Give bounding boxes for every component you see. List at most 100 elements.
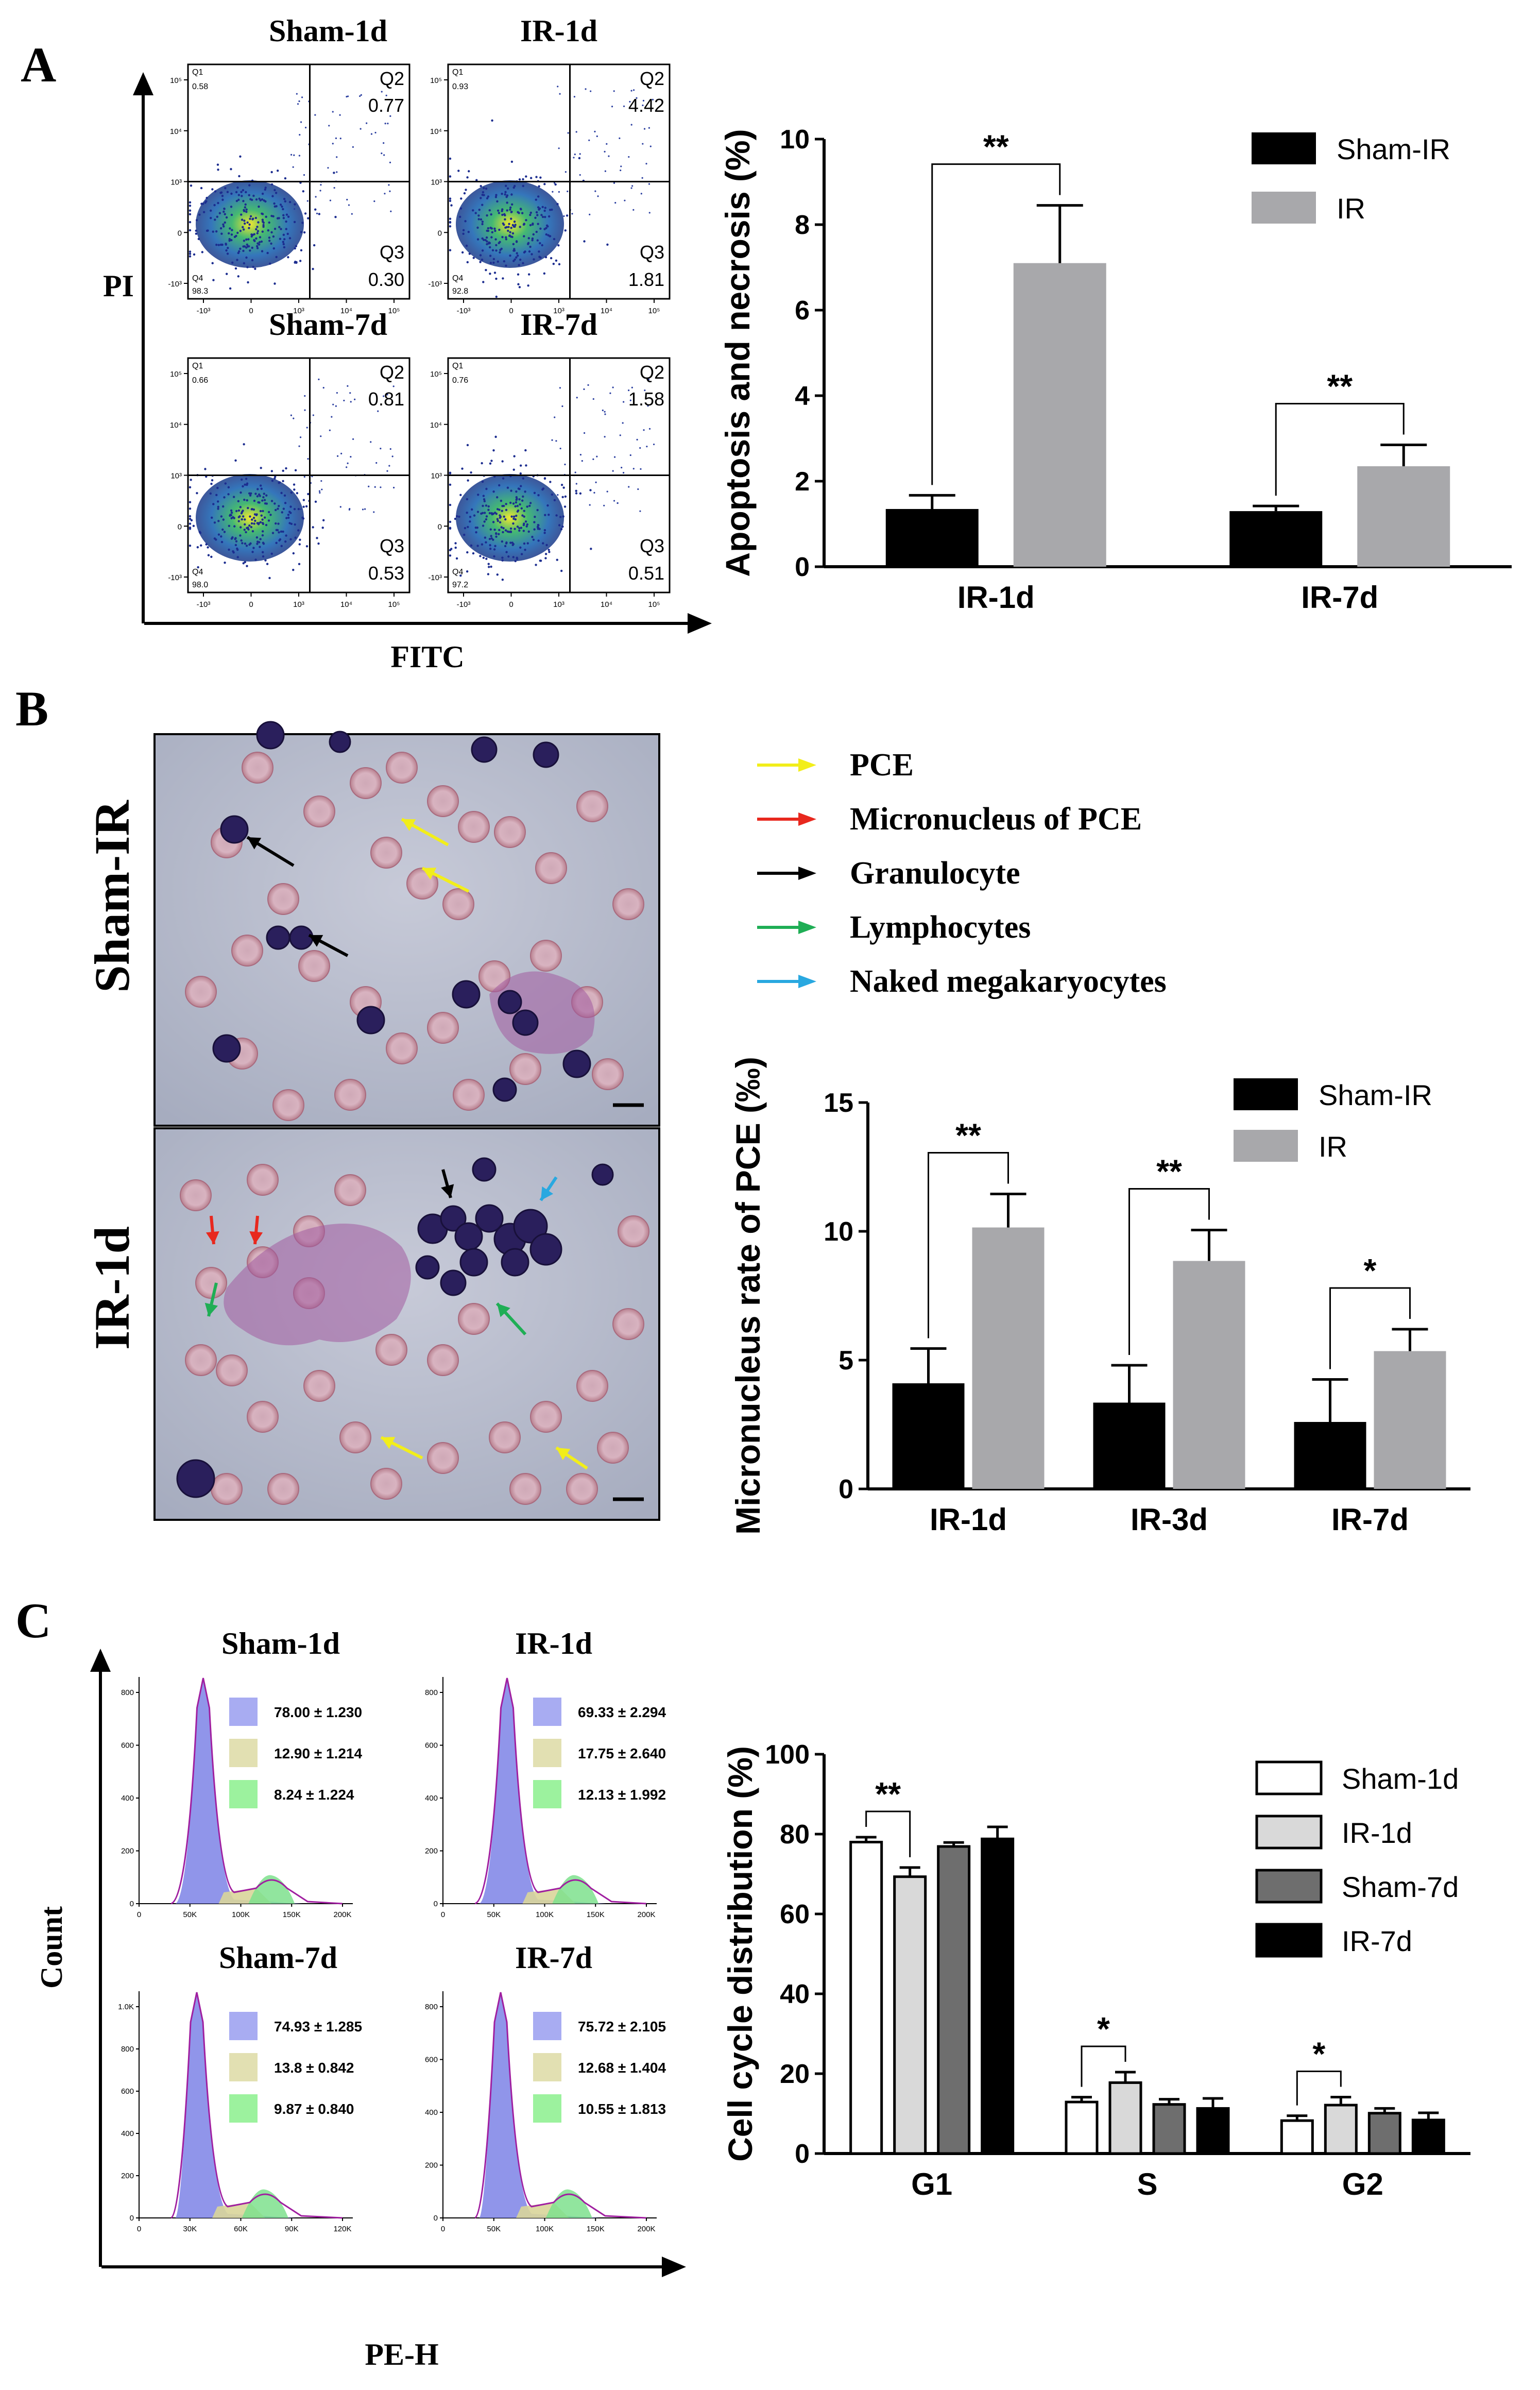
phase-value-s: 13.8 ± 0.842 [274,2060,354,2076]
y-axis-title: Micronucleus rate of PCE (‰) [729,1057,767,1535]
significance-bracket [1128,1188,1210,1355]
flow-y-tick: 10⁴ [430,421,442,430]
bar [981,1837,1015,2155]
cycle-x-tick: 50K [183,1910,197,1919]
bar [972,1227,1045,1489]
flow-event-cloud [189,91,392,290]
flow-y-tick: -10³ [168,280,182,289]
legend-swatch [1255,1869,1323,1904]
legend-arrow-head [798,867,816,880]
nucleated-cell [440,1269,467,1296]
red-blood-cell [185,976,217,1008]
flow-q4-value: 98.3 [192,287,208,296]
cycle-x-tick: 150K [587,1910,605,1919]
flow-q4-value: 92.8 [452,287,468,296]
phase-value-s: 12.90 ± 1.214 [274,1745,362,1761]
cycle-x-tick: 150K [587,2225,605,2233]
flow-y-tick: 10³ [431,178,442,187]
red-blood-cell [386,752,418,784]
cycle-x-tick: 100K [232,1910,250,1919]
red-blood-cell [303,1370,335,1402]
legend-arrow-head [798,758,816,772]
micrograph-panel: Sham-IR IR-1d PCE Micronucleus of PCE Gran… [84,721,1167,1521]
flow-y-tick: 10³ [170,178,182,187]
flow-plot: Sham-1d Q1 0.58 Q2 0.77 Q3 0.30 Q4 98.3 -10³ -10³ 0… [168,14,410,315]
flow-y-tick: 10⁴ [430,127,442,136]
cycle-x-label: PE-H [365,2337,438,2371]
red-blood-cell [386,1032,418,1064]
flow-event-cloud [189,378,395,580]
red-blood-cell [303,795,335,827]
cycle-y-tick: 0 [434,2214,438,2223]
fit-curve [474,1677,647,1905]
y-tick-label: 8 [795,210,810,240]
nucleated-cell [471,736,498,763]
legend-label: Sham-7d [1342,1871,1459,1903]
micrograph-sham-ir [153,721,660,1127]
cycle-x-tick: 50K [487,1910,501,1919]
flow-x-tick: 10⁵ [648,600,660,609]
cycle-y-label: Count [35,1906,69,1989]
cycle-y-tick: 200 [121,2172,134,2180]
flow-q2-label: Q2 [640,68,664,89]
red-blood-cell [597,1432,629,1464]
red-blood-cell [618,1215,649,1247]
flow-x-tick: -10³ [457,600,471,609]
flow-q1-label: Q1 [452,362,463,370]
flow-event-cloud [449,86,654,298]
cycle-x-tick: 120K [333,2225,351,2233]
y-tick-label: 15 [824,1088,853,1118]
red-blood-cell [267,1473,299,1505]
flow-y-tick: 10⁵ [170,370,182,379]
cycle-y-tick: 400 [425,1794,438,1803]
y-tick-label: 10 [780,125,810,155]
phase-swatch-s [229,1739,258,1767]
category-label: IR-7d [1331,1502,1409,1537]
g2-peak [545,2189,592,2218]
bar [892,1383,965,1489]
flow-q1-label: Q1 [452,68,463,77]
flow-q3-label: Q3 [380,242,404,263]
legend-label: Naked megakaryocytes [850,964,1167,999]
red-blood-cell [298,950,330,982]
bar [1280,2119,1314,2155]
cycle-panel: Count PE-H Sham-1d 0 200 400 600 800 0 50K 100K 1… [35,1626,686,2371]
flow-y-arrowhead [133,72,153,95]
legend-item: Naked megakaryocytes [757,964,1167,999]
g2-peak [248,1875,295,1904]
significance-stars: ** [875,1775,901,1812]
phase-value-g2: 8.24 ± 1.224 [274,1787,354,1803]
flow-y-tick: 0 [438,522,442,531]
nucleated-cell [512,1009,539,1036]
cycle-y-tick: 600 [121,2087,134,2096]
legend-label: Granulocyte [850,856,1020,891]
nucleated-cell [591,1163,614,1186]
nucleated-cell [529,1233,562,1266]
cycle-histograms: Sham-1d 0 200 400 600 800 0 50K 100K 150K 200K 78.0… [118,1626,666,2233]
phase-value-g1: 75.72 ± 2.105 [578,2019,666,2035]
red-blood-cell [530,940,562,972]
flow-y-tick: 10⁴ [170,421,182,430]
legend-swatch [1234,1130,1298,1162]
red-blood-cell [272,1089,304,1121]
red-blood-cell [576,1370,608,1402]
legend-label: Sham-IR [1319,1079,1432,1111]
cycle-plot-title: Sham-1d [221,1626,340,1660]
cycle-y-tick: 800 [121,2045,134,2054]
cycle-y-tick: 0 [130,1900,134,1908]
cycle-x-tick: 100K [536,1910,554,1919]
flow-x-arrowhead [688,613,712,634]
flow-q4-value: 98.0 [192,581,208,589]
y-tick-label: 0 [839,1474,853,1504]
flow-q3-value: 1.81 [628,269,664,290]
red-blood-cell [489,1421,521,1453]
y-tick-label: 4 [795,381,810,411]
red-blood-cell [195,1267,227,1299]
category-label: G1 [911,2167,952,2201]
flow-q2-value: 1.58 [628,388,664,410]
significance-stars: ** [1156,1153,1182,1190]
phase-swatch-g2 [229,2094,258,2123]
cycle-x-tick: 90K [285,2225,299,2233]
panel-label-b: B [15,681,49,736]
